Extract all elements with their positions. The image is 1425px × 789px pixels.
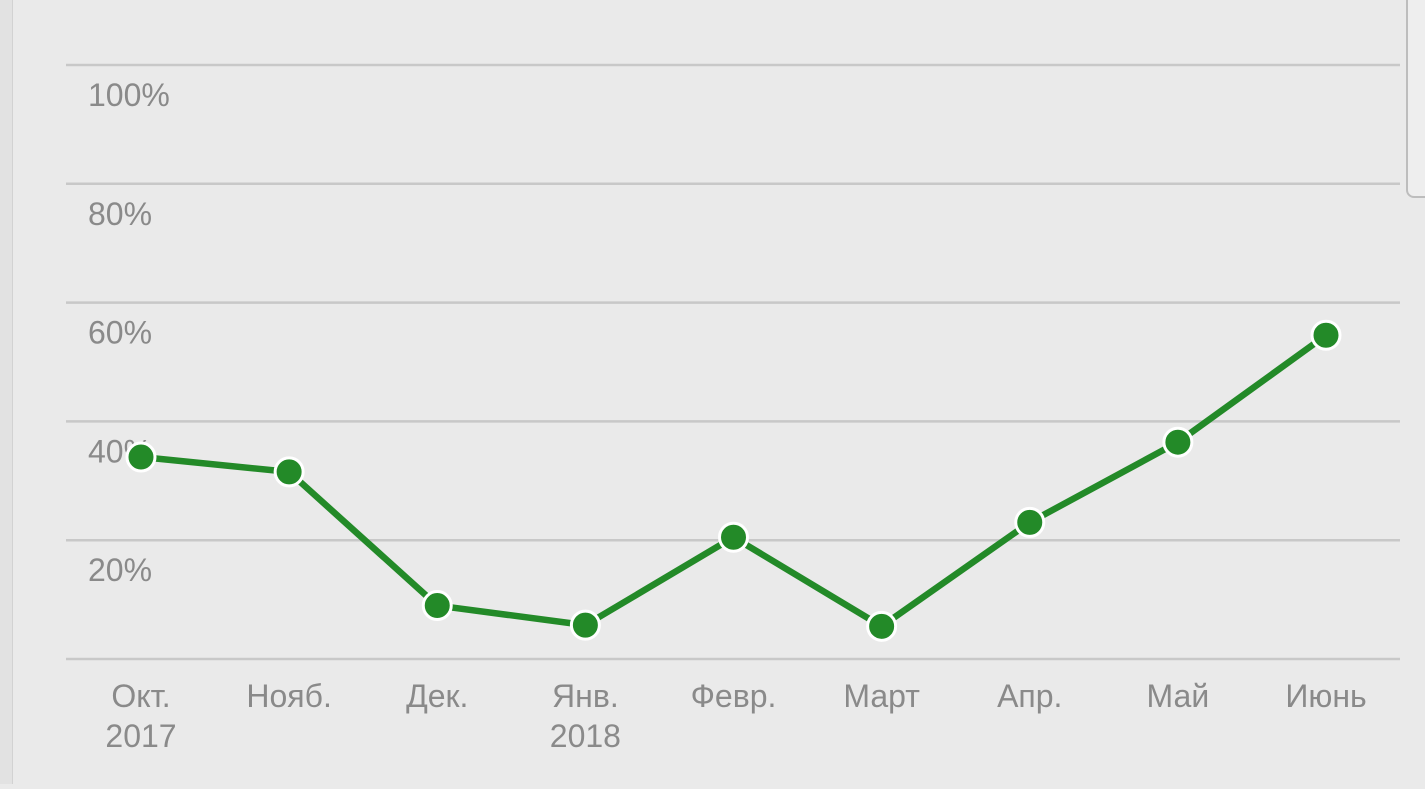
x-tick-label-line: 2017	[105, 718, 176, 754]
x-tick-label: Нояб.	[246, 678, 331, 714]
series-line	[137, 332, 1330, 630]
side-drawer-handle[interactable]	[1406, 0, 1425, 198]
x-tick-label-line: Апр.	[997, 678, 1062, 714]
x-tick-label-line: Дек.	[406, 678, 468, 714]
x-tick-label-line: 2018	[550, 718, 621, 754]
x-tick-label-line: Нояб.	[246, 678, 331, 714]
y-axis-tick-labels: 20%40%60%80%100%	[88, 77, 170, 588]
data-point[interactable]	[718, 521, 749, 553]
y-tick-label: 100%	[88, 77, 170, 113]
y-tick-label: 80%	[88, 196, 152, 232]
data-point[interactable]	[273, 456, 305, 488]
x-axis-tick-labels: Окт. 2017 Нояб. Дек. Янв. 2018 Февр. Март Апр. Ма…	[105, 678, 1366, 754]
x-tick-label: Май	[1147, 678, 1210, 714]
x-tick-label: Июнь	[1285, 678, 1366, 714]
x-tick-label: Янв. 2018	[550, 678, 621, 754]
x-tick-label-line: Окт.	[111, 678, 170, 714]
gridlines	[66, 63, 1400, 661]
x-tick-label-line: Май	[1147, 678, 1210, 714]
left-panel-edge	[0, 0, 13, 784]
x-tick-label: Март	[843, 678, 920, 714]
x-tick-label-line: Янв.	[552, 678, 619, 714]
data-point[interactable]	[421, 590, 453, 622]
series-points	[125, 319, 1342, 642]
x-tick-label: Дек.	[406, 678, 468, 714]
data-point[interactable]	[125, 441, 157, 473]
data-point[interactable]	[1162, 426, 1194, 458]
y-tick-label: 20%	[88, 552, 152, 588]
x-tick-label-line: Февр.	[691, 678, 777, 714]
data-point[interactable]	[1310, 319, 1342, 351]
data-point[interactable]	[866, 610, 898, 642]
x-tick-label-line: Июнь	[1285, 678, 1366, 714]
x-tick-label-line: Март	[843, 678, 920, 714]
data-point[interactable]	[569, 609, 601, 641]
x-tick-label: Апр.	[997, 678, 1062, 714]
series-line-layer	[137, 332, 1330, 630]
y-tick-label: 60%	[88, 315, 152, 351]
data-point[interactable]	[1014, 506, 1046, 538]
x-tick-label: Февр.	[691, 678, 777, 714]
x-tick-label: Окт. 2017	[105, 678, 176, 754]
